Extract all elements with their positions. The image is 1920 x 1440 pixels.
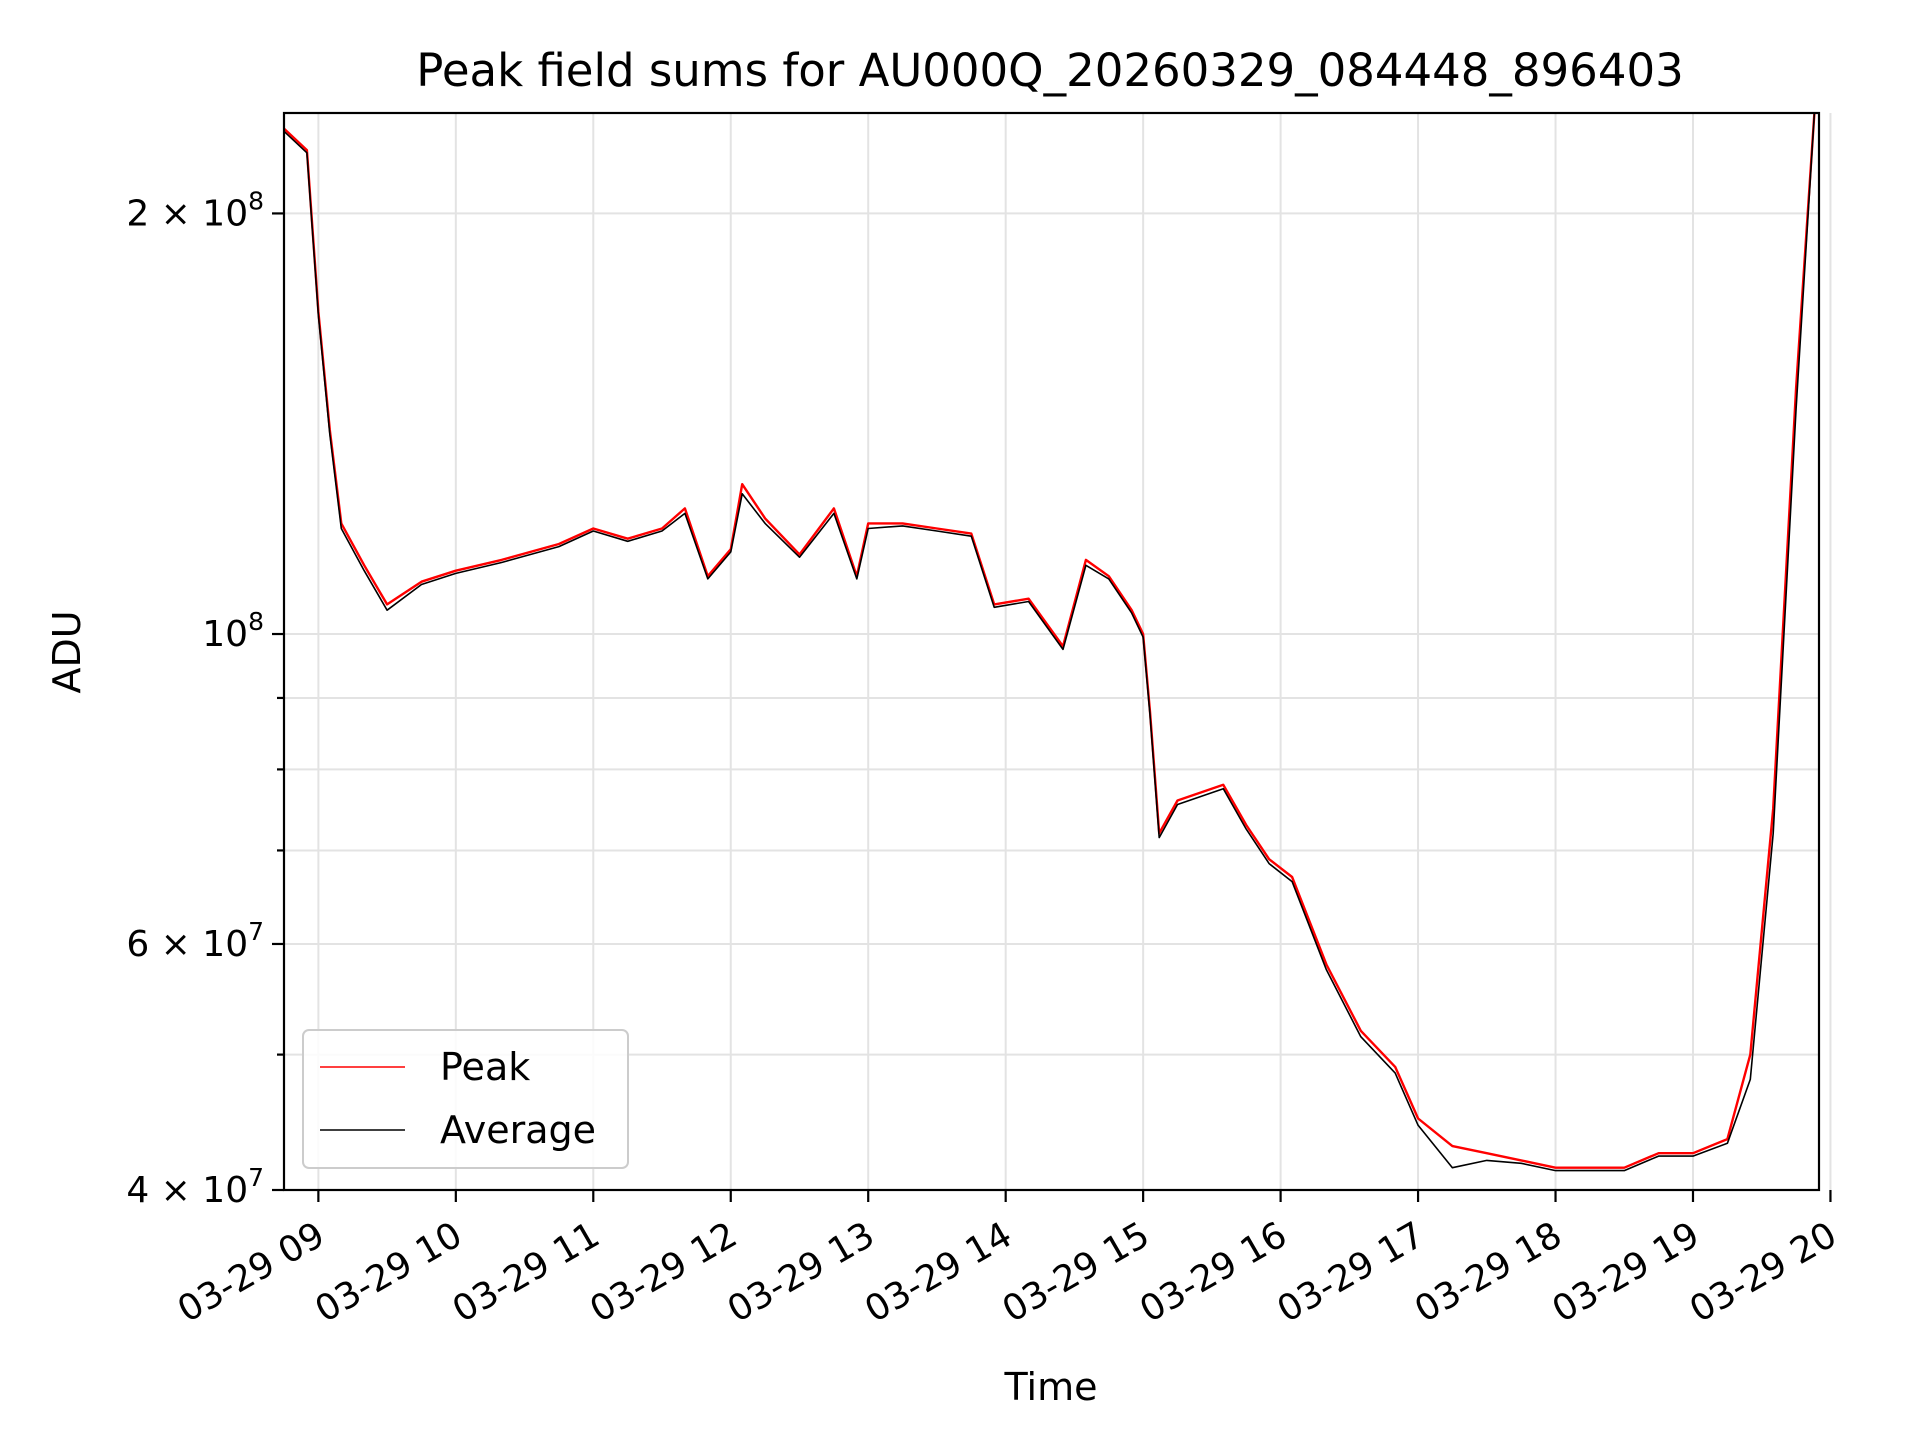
series-line-average xyxy=(283,112,1816,1172)
legend: Peak Average xyxy=(302,1029,629,1169)
x-axis-label: Time xyxy=(1004,1365,1098,1409)
chart-title: Peak field sums for AU000Q_20260329_0844… xyxy=(416,44,1683,97)
legend-label-average: Average xyxy=(440,1108,596,1152)
series-layer xyxy=(283,112,1816,1172)
y-axis-label: ADU xyxy=(45,610,89,693)
series-line-peak xyxy=(283,112,1816,1169)
y-tick-label: 6 × 107 xyxy=(126,917,264,965)
plot-frame xyxy=(282,111,1821,1192)
y-tick-label: 108 xyxy=(202,607,264,655)
y-tick-label: 4 × 107 xyxy=(126,1163,264,1211)
legend-box xyxy=(302,1029,629,1169)
legend-label-peak: Peak xyxy=(440,1045,530,1089)
y-tick-label: 2 × 108 xyxy=(126,186,264,234)
